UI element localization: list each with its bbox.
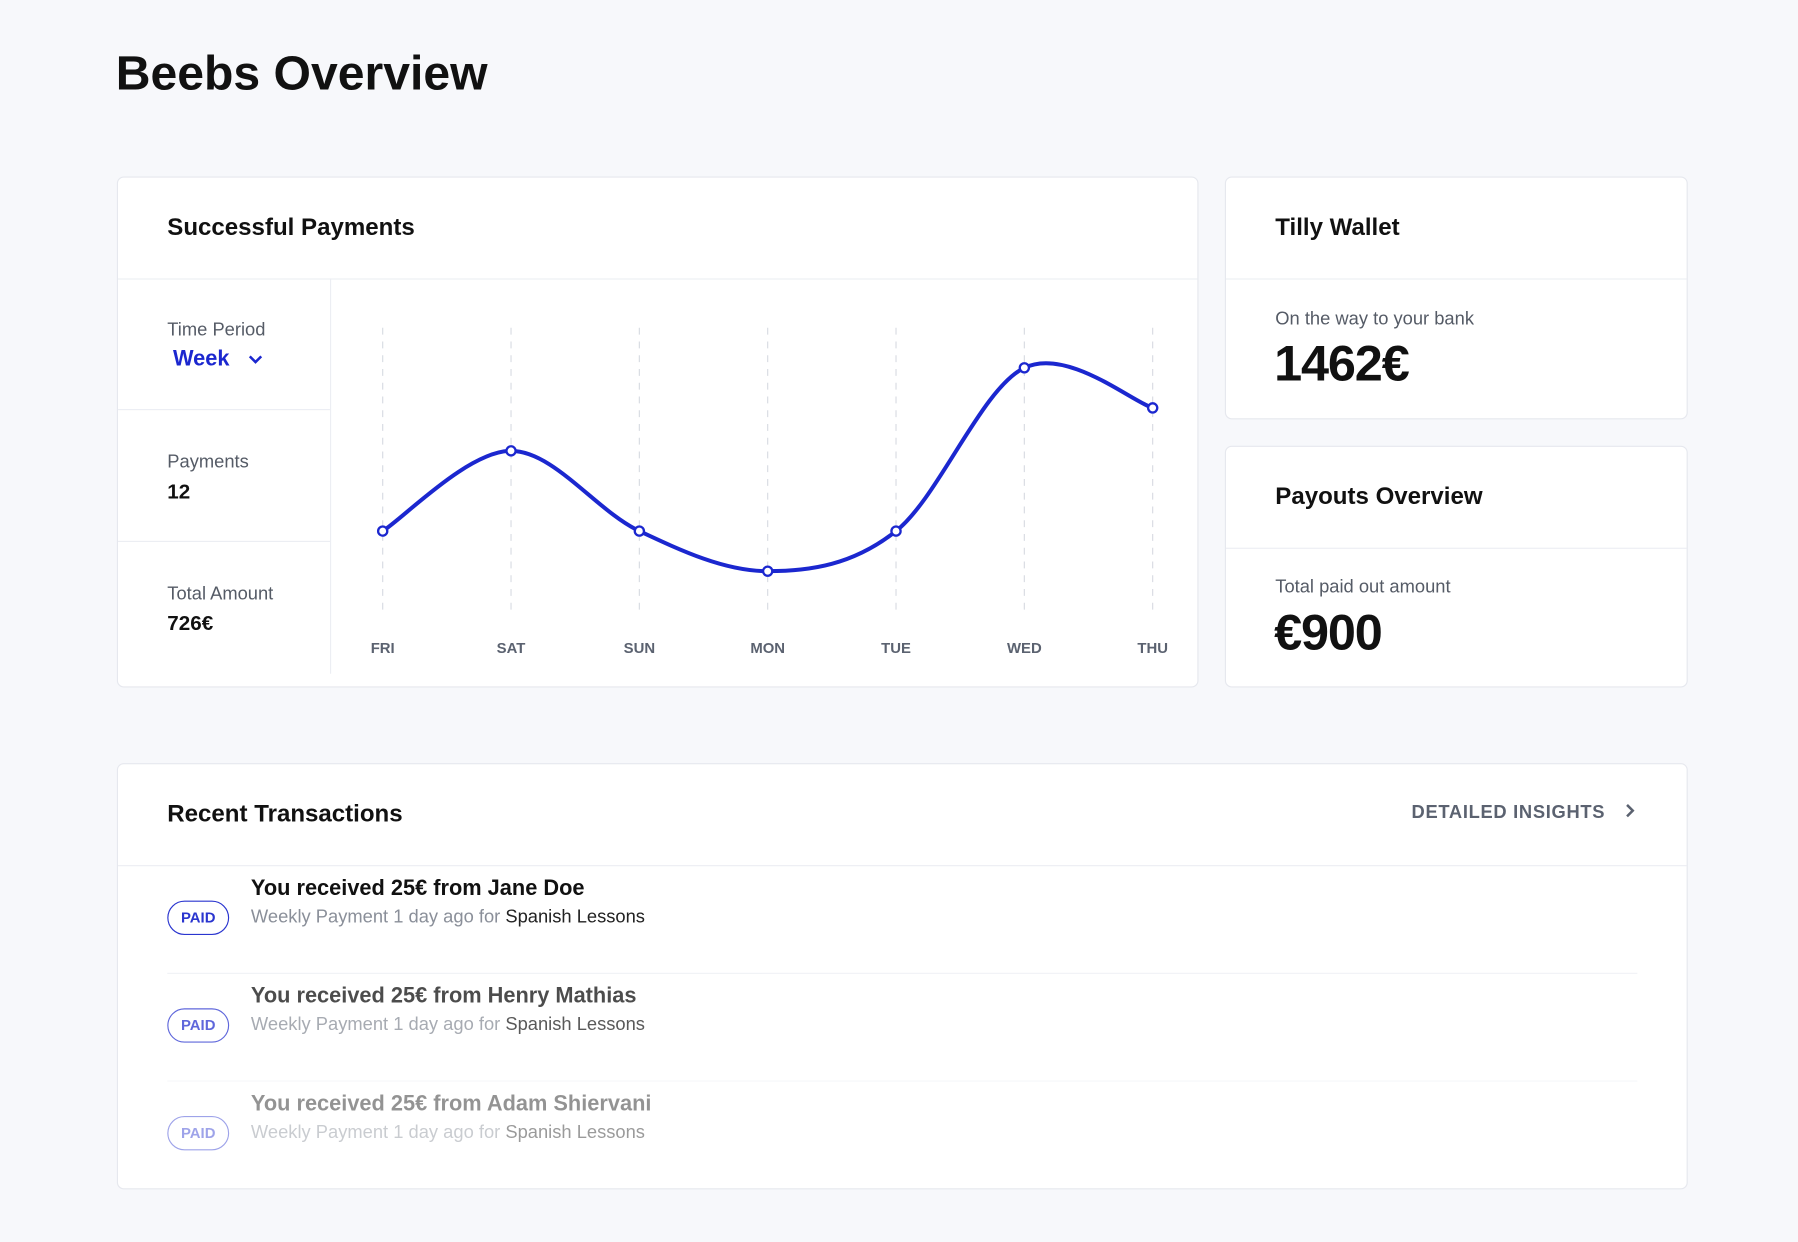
transactions-card: Recent Transactions DETAILED INSIGHTS PA…	[116, 763, 1688, 1190]
status-badge: PAID	[167, 1008, 230, 1043]
chevron-right	[1626, 804, 1635, 818]
stat-value: 12	[167, 480, 191, 504]
point	[505, 445, 517, 457]
chevron-down	[248, 355, 262, 364]
stat-label: Time Period	[167, 320, 266, 341]
card-header: Payouts Overview	[1226, 447, 1687, 549]
detail-text: Weekly Payment 1 day ago for	[250, 1015, 501, 1035]
point	[376, 525, 389, 537]
point	[761, 565, 774, 577]
x-tick-label: THU	[1137, 641, 1168, 657]
insights-link[interactable]: DETAILED INSIGHTS	[1412, 803, 1637, 824]
x-tick-label: WED	[1007, 641, 1042, 657]
x-tick-label: SUN	[624, 641, 655, 657]
point	[633, 525, 646, 537]
wallet-card: Tilly Wallet On the way to your bank 146…	[1224, 176, 1688, 420]
page-title: Beebs Overview	[115, 45, 488, 100]
x-tick-label: MON	[750, 641, 785, 657]
x-tick-label: SAT	[497, 641, 526, 657]
transaction-detail: Weekly Payment 1 day ago for Spanish Les…	[251, 1123, 645, 1144]
card-title: Recent Transactions	[167, 800, 403, 828]
card-header: Successful Payments	[118, 178, 1198, 280]
transaction-row: PAID You received 25€ from Jane Doe Weekly…	[167, 865, 1637, 973]
link-text[interactable]: DETAILED INSIGHTS	[1411, 803, 1606, 823]
card-title: Successful Payments	[167, 214, 415, 241]
payments-card: Successful Payments Time Period Week Pay…	[116, 176, 1199, 688]
row-divider	[167, 1080, 1638, 1082]
course-name: Spanish Lessons	[505, 907, 645, 927]
row-divider	[167, 972, 1638, 974]
card-title: Payouts Overview	[1275, 483, 1483, 510]
wallet-value: 1462€	[1274, 335, 1410, 392]
card-title: Tilly Wallet	[1275, 214, 1400, 241]
status-badge: PAID	[167, 1116, 230, 1151]
point	[1018, 362, 1031, 374]
transaction-detail: Weekly Payment 1 day ago for Spanish Les…	[251, 1015, 645, 1036]
payouts-value: €900	[1274, 604, 1383, 662]
divider	[118, 409, 330, 411]
course-name: Spanish Lessons	[505, 1122, 645, 1143]
divider	[118, 540, 330, 542]
point	[1146, 402, 1159, 414]
transaction-row: PAID You received 25€ from Henry Mathias W…	[167, 972, 1638, 1081]
status-badge: PAID	[167, 900, 230, 935]
detail-text: Weekly Payment 1 day ago for	[250, 1122, 501, 1143]
stat-label: Total Amount	[167, 584, 274, 604]
payouts-label: Total paid out amount	[1275, 577, 1451, 597]
payouts-card: Payouts Overview Total paid out amount €…	[1224, 445, 1688, 688]
period-value[interactable]: Week	[173, 347, 230, 372]
card-header: Recent Transactions DETAILED INSIGHTS	[118, 764, 1687, 867]
wallet-label: On the way to your bank	[1275, 309, 1475, 329]
transaction-title: You received 25€ from Adam Shiervani	[250, 1091, 652, 1117]
divider	[329, 278, 332, 674]
detail-text: Weekly Payment 1 day ago for	[250, 907, 501, 927]
line-chart: FRI SAT SUN MON TUE WED THU	[371, 327, 1168, 657]
x-tick-label: TUE	[881, 641, 911, 657]
stat-label: Payments	[167, 452, 249, 473]
transaction-title: You received 25€ from Henry Mathias	[250, 984, 637, 1009]
point	[890, 525, 902, 537]
period-select[interactable]: Week	[173, 347, 263, 372]
stat-value: 726€	[167, 611, 214, 635]
x-tick-label: FRI	[371, 641, 395, 657]
transaction-title: You received 25€ from Jane Doe	[250, 876, 585, 901]
course-name: Spanish Lessons	[505, 1015, 645, 1035]
card-header: Tilly Wallet	[1226, 178, 1687, 280]
transaction-detail: Weekly Payment 1 day ago for Spanish Les…	[251, 907, 645, 928]
transaction-row: PAID You received 25€ from Adam Shiervani…	[167, 1080, 1638, 1188]
